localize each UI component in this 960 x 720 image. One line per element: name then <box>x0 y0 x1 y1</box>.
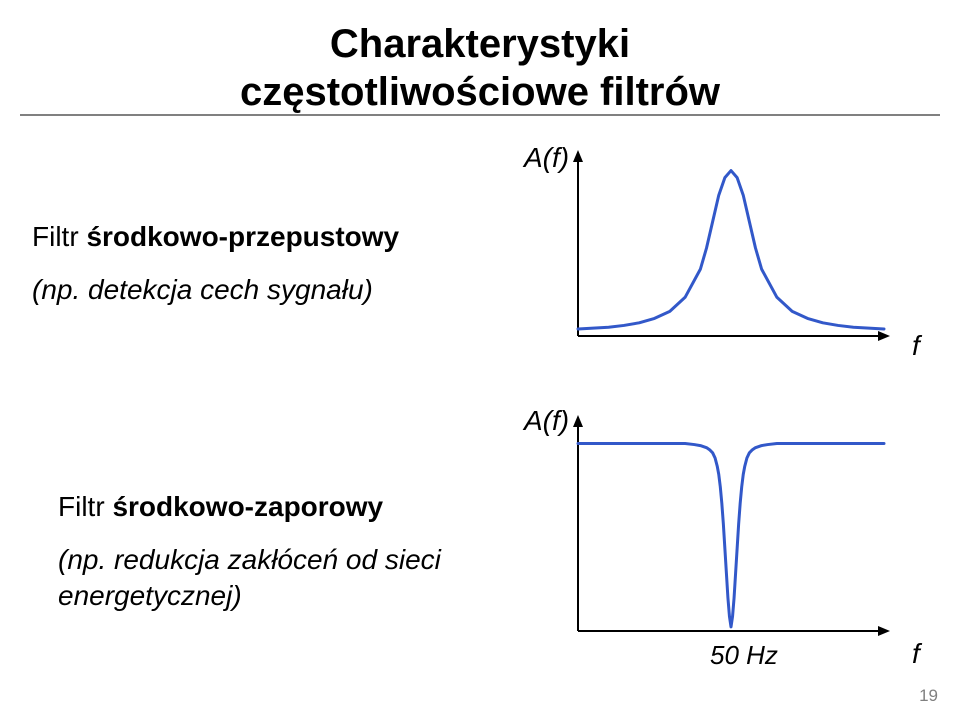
title-line-2: częstotliwościowe filtrów <box>0 68 960 116</box>
title-underline <box>20 114 940 116</box>
bandstop-heading-bold: środkowo-zaporowy <box>112 491 383 522</box>
bandstop-sub-line1: (np. redukcja zakłóceń od sieci <box>58 542 558 578</box>
bandstop-chart <box>560 415 890 645</box>
bandpass-heading: Filtr środkowo-przepustowy <box>32 220 532 254</box>
title-line-1: Charakterystyki <box>0 20 960 68</box>
bandstop-chart-svg <box>560 415 890 645</box>
bandpass-section: Filtr środkowo-przepustowy (np. detekcja… <box>32 220 532 308</box>
bandpass-sub: (np. detekcja cech sygnału) <box>32 272 532 308</box>
page-number: 19 <box>919 686 938 706</box>
bandpass-heading-bold: środkowo-przepustowy <box>86 221 399 252</box>
bandpass-chart <box>560 150 890 350</box>
slide-title: Charakterystyki częstotliwościowe filtró… <box>0 20 960 116</box>
bandstop-heading-prefix: Filtr <box>58 491 112 522</box>
bandstop-xlabel: f <box>912 638 920 670</box>
bandpass-xlabel: f <box>912 330 920 362</box>
bandpass-heading-prefix: Filtr <box>32 221 86 252</box>
bandpass-chart-svg <box>560 150 890 350</box>
bandstop-heading: Filtr środkowo-zaporowy <box>58 490 558 524</box>
bandstop-section: Filtr środkowo-zaporowy (np. redukcja za… <box>58 490 558 614</box>
bandstop-sub-line2: energetycznej) <box>58 578 558 614</box>
